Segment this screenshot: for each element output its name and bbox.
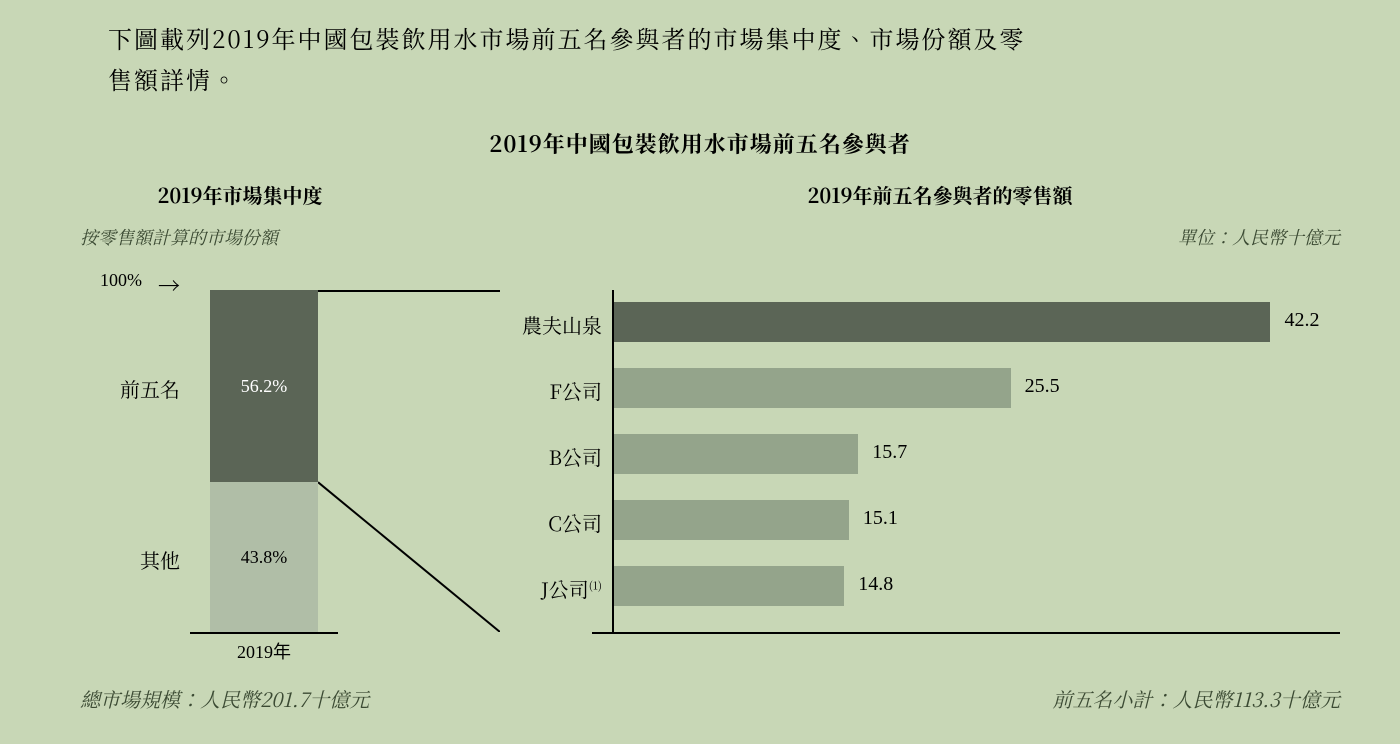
bar-rect (614, 434, 858, 474)
intro-text: 下圖載列2019年中國包裝飲用水市場前五名參與者的市場集中度、市場份額及零 售額… (108, 18, 1338, 100)
segment-other: 43.8% (210, 482, 318, 632)
guide-line-diagonal (318, 290, 500, 632)
bar-value: 15.1 (863, 507, 898, 530)
bar-label: J公司(1) (490, 574, 602, 603)
bar-value: 42.2 (1284, 309, 1319, 332)
label-other: 其他 (140, 545, 180, 574)
bar-label: F公司 (490, 376, 602, 405)
intro-line1: 下圖載列2019年中國包裝飲用水市場前五名參與者的市場集中度、市場份額及零 (108, 20, 1026, 55)
bars-footer: 前五名小計：人民幣113.3十億元 (1052, 684, 1340, 713)
bar-row: J公司(1)14.8 (500, 566, 1340, 606)
arrow-icon: → (158, 270, 180, 301)
bar-rect (614, 302, 1270, 342)
bars-title: 2019年前五名參與者的零售額 (540, 180, 1340, 209)
y-max-label: 100% (100, 270, 142, 291)
x-axis (592, 632, 1340, 634)
bar-chart: 農夫山泉42.2F公司25.5B公司15.7C公司15.1J公司(1)14.8 (500, 290, 1340, 632)
stacked-baseline (190, 632, 338, 634)
stacked-year: 2019年 (210, 638, 318, 664)
bar-value: 15.7 (872, 441, 907, 464)
bar-label: 農夫山泉 (490, 310, 602, 339)
bar-row: C公司15.1 (500, 500, 1340, 540)
bar-value: 14.8 (858, 573, 893, 596)
bar-rect (614, 368, 1011, 408)
stacked-footer: 總市場規模：人民幣201.7十億元 (80, 684, 369, 713)
bar-value: 25.5 (1025, 375, 1060, 398)
stacked-title: 2019年市場集中度 (80, 180, 400, 209)
bar-rect (614, 566, 844, 606)
bar-label: C公司 (490, 508, 602, 537)
bar-label-sup: (1) (589, 577, 602, 593)
segment-top5-value: 56.2% (241, 376, 288, 397)
intro-line2: 售額詳情。 (108, 61, 238, 96)
bars-unit: 單位：人民幣十億元 (1178, 224, 1340, 250)
stacked-column: 56.2% 43.8% (210, 290, 318, 634)
bar-row: B公司15.7 (500, 434, 1340, 474)
segment-other-value: 43.8% (241, 547, 288, 568)
page-root: 下圖載列2019年中國包裝飲用水市場前五名參與者的市場集中度、市場份額及零 售額… (0, 0, 1400, 744)
bar-row: 農夫山泉42.2 (500, 302, 1340, 342)
segment-top5: 56.2% (210, 290, 318, 482)
guide-line-top (318, 290, 500, 292)
label-top5: 前五名 (120, 374, 180, 403)
stacked-subtitle: 按零售額計算的市場份額 (80, 224, 400, 250)
bar-row: F公司25.5 (500, 368, 1340, 408)
main-title: 2019年中國包裝飲用水市場前五名參與者 (0, 128, 1400, 159)
bar-rect (614, 500, 849, 540)
bar-label: B公司 (490, 442, 602, 471)
